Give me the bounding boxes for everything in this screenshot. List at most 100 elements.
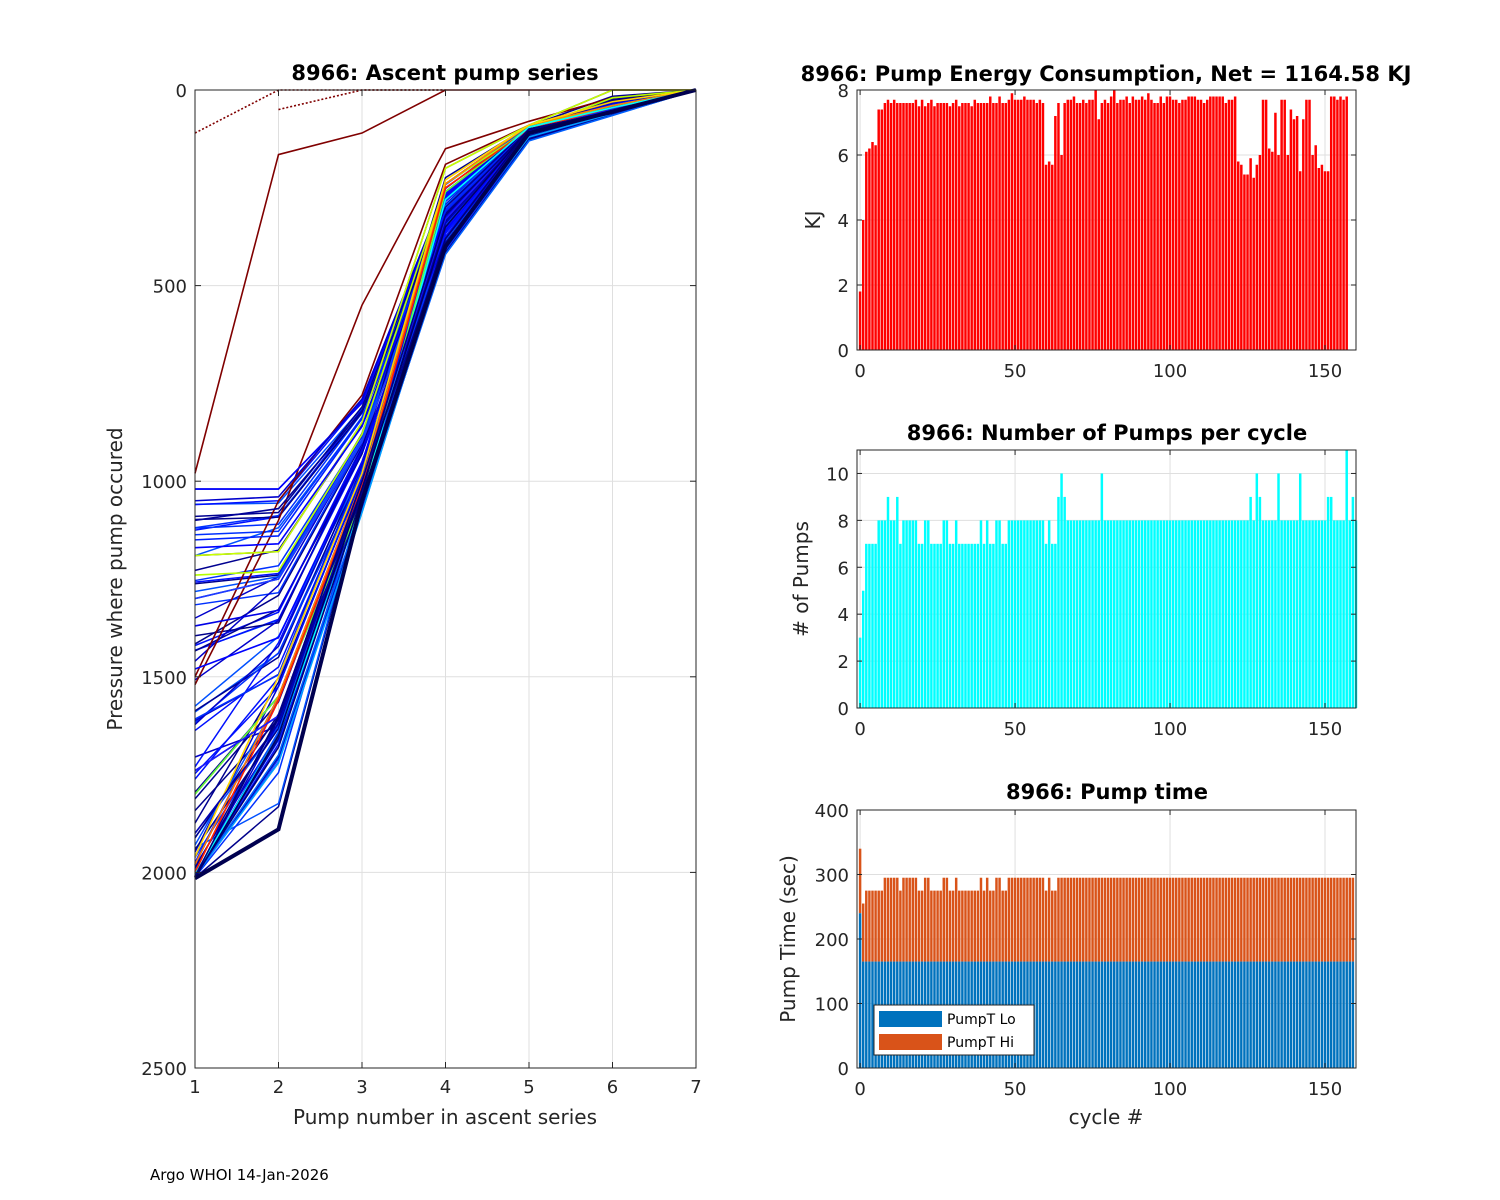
bar xyxy=(1174,520,1178,708)
bar xyxy=(1144,520,1147,708)
x-tick-label: 150 xyxy=(1308,719,1342,740)
bar-hi xyxy=(1106,877,1110,962)
bar xyxy=(1323,171,1327,350)
bar xyxy=(1134,99,1138,350)
bar xyxy=(1072,96,1076,350)
bar xyxy=(1168,96,1172,350)
bar xyxy=(973,99,977,350)
bar xyxy=(892,520,896,708)
bar-hi xyxy=(892,877,896,962)
bar xyxy=(982,103,986,350)
bar-lo xyxy=(1156,961,1159,1068)
bar-hi xyxy=(1286,877,1290,962)
bar-lo xyxy=(1134,961,1138,1068)
bar-hi xyxy=(1218,877,1221,962)
y-tick-label: 2 xyxy=(838,276,849,297)
bar-hi xyxy=(1010,877,1014,962)
pumps-chart: 8966: Number of Pumps per cycle # of Pum… xyxy=(789,421,1358,740)
bar-lo xyxy=(1339,961,1342,1068)
bar xyxy=(923,106,927,350)
bar xyxy=(1292,119,1296,350)
bar xyxy=(1156,520,1159,708)
bar xyxy=(1258,155,1262,350)
y-tick-label: 8 xyxy=(838,81,849,102)
bar-hi xyxy=(917,890,921,962)
bar xyxy=(858,291,862,350)
bar xyxy=(1122,520,1125,708)
bar xyxy=(914,520,918,708)
bar xyxy=(1094,520,1097,708)
bar xyxy=(1246,520,1249,708)
chart-title: 8966: Number of Pumps per cycle xyxy=(907,421,1307,445)
bar-hi xyxy=(961,890,964,962)
bar-lo xyxy=(1215,961,1218,1068)
bar-hi xyxy=(985,877,989,962)
bar xyxy=(1252,177,1255,350)
bar xyxy=(1190,96,1193,350)
bar xyxy=(880,520,884,708)
bar-lo xyxy=(1047,961,1051,1068)
bar xyxy=(1280,99,1283,350)
bar-hi xyxy=(911,877,915,962)
bar-hi xyxy=(1023,877,1026,962)
bar-hi xyxy=(1144,877,1147,962)
y-axis-label: Pump Time (sec) xyxy=(776,855,800,1023)
bar-hi xyxy=(1289,877,1293,962)
bar-hi xyxy=(1150,877,1153,962)
bar xyxy=(985,520,989,708)
bar xyxy=(1023,520,1026,708)
bar-hi xyxy=(1156,877,1159,962)
bar-hi xyxy=(1199,877,1203,962)
bar xyxy=(1116,520,1119,708)
bar-lo xyxy=(1119,961,1122,1068)
x-axis-label: Pump number in ascent series xyxy=(293,1105,597,1129)
bar-lo xyxy=(1178,961,1181,1068)
bar-hi xyxy=(973,890,977,962)
bar-lo xyxy=(1274,961,1277,1068)
bar-hi xyxy=(877,890,880,962)
bar xyxy=(1038,99,1042,350)
x-tick-label: 100 xyxy=(1153,361,1187,382)
energy-chart: 8966: Pump Energy Consumption, Net = 116… xyxy=(801,62,1412,382)
bar xyxy=(1041,520,1045,708)
x-tick-label: 0 xyxy=(854,719,865,740)
y-axis-label: # of Pumps xyxy=(789,521,813,637)
bar-hi xyxy=(942,877,946,962)
bar-hi xyxy=(1236,877,1240,962)
bar xyxy=(1156,103,1159,350)
bar xyxy=(874,145,877,350)
bar xyxy=(1075,520,1079,708)
bar xyxy=(1125,96,1128,350)
bar-hi xyxy=(1069,877,1073,962)
bar-lo xyxy=(1116,961,1119,1068)
bar-hi xyxy=(896,877,899,962)
legend-entry-lo: PumpT Lo xyxy=(947,1012,1016,1028)
bar xyxy=(1339,520,1342,708)
bar xyxy=(951,543,955,708)
bar-lo xyxy=(1302,961,1305,1068)
bar xyxy=(1227,99,1231,350)
bar xyxy=(1283,520,1286,708)
bar-hi xyxy=(1016,877,1020,962)
ticks: 0 50 100 150 0 2 4 6 8 10 xyxy=(826,450,1356,740)
bar-lo xyxy=(1140,961,1144,1068)
y-tick-label: 0 xyxy=(838,341,849,362)
bar xyxy=(1345,450,1348,708)
bar xyxy=(1317,520,1321,708)
bar xyxy=(1103,520,1107,708)
bar xyxy=(1209,520,1212,708)
bar-hi xyxy=(1091,877,1094,962)
chart-title: 8966: Ascent pump series xyxy=(291,61,598,85)
bar-hi xyxy=(951,890,955,962)
bar xyxy=(961,543,964,708)
bar-hi xyxy=(976,890,980,962)
bar-hi xyxy=(874,890,877,962)
y-tick-label: 1500 xyxy=(141,668,187,689)
bar xyxy=(1004,103,1008,350)
bar xyxy=(1274,112,1277,350)
bar xyxy=(1342,520,1345,708)
bar-hi xyxy=(920,890,924,962)
bar xyxy=(1184,520,1187,708)
bar-hi xyxy=(1063,877,1066,962)
